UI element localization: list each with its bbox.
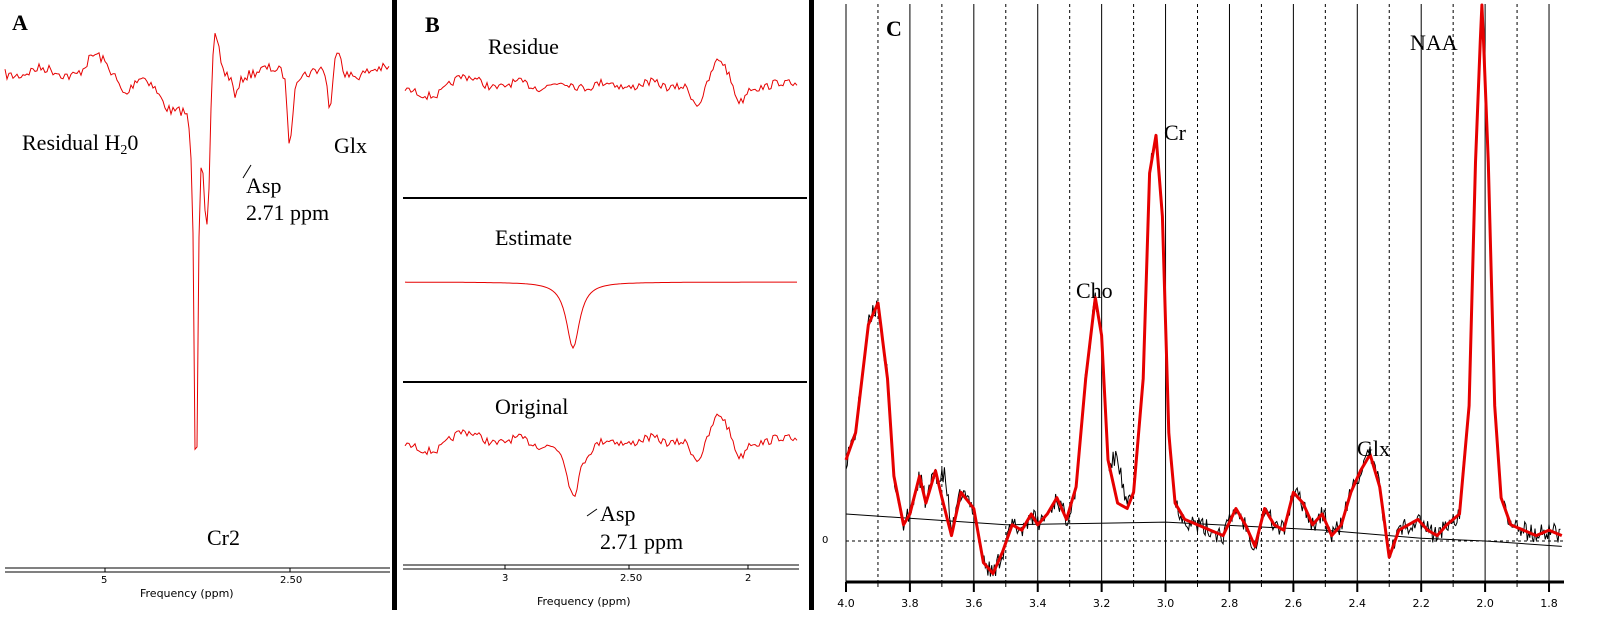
panel-a-plot: [4, 33, 390, 573]
panel-c: C NAA Cr Cho Glx 0 4.0 3.8 3.6 3.4 3.2 3.0 2.8…: [814, 0, 1597, 631]
glx-label-a: Glx: [334, 133, 367, 158]
panel-c-x-tick-label: 4.0: [837, 597, 855, 610]
cr-label: Cr: [1164, 120, 1186, 145]
panel-c-plot: [844, 3, 1564, 592]
panel-c-x-tick-label: 3.2: [1092, 597, 1111, 610]
residual-water-label: Residual H20: [22, 130, 139, 158]
naa-label: NAA: [1410, 30, 1458, 55]
asp-ppm-label-b: 2.71 ppm: [600, 529, 684, 554]
asp-label-b: Asp: [600, 501, 636, 526]
panel-c-fit-line: [844, 3, 1563, 575]
panel-c-x-tick-label: 2.2: [1412, 597, 1430, 610]
panel-c-x-tick-label: 3.8: [901, 597, 919, 610]
panel-a: A Residual H20 Asp 2.71 ppm Glx Cr2 5 2.…: [0, 0, 392, 631]
panel-a-tick-label-5: 5: [101, 575, 108, 586]
estimate-label: Estimate: [495, 225, 572, 250]
panel-a-xlabel: Frequency (ppm): [140, 587, 234, 600]
separator-bc: [809, 0, 814, 610]
panel-a-tick-label-250: 2.50: [280, 575, 303, 586]
panel-b-tick-label-2: 2: [745, 573, 752, 584]
panel-c-x-tick-label: 2.0: [1476, 597, 1494, 610]
panel-b-tick-label-250: 2.50: [620, 573, 643, 584]
glx-label-c: Glx: [1357, 436, 1390, 461]
panel-c-x-tick-label: 2.8: [1220, 597, 1239, 610]
panel-b: B Residue Estimate Original Asp 2.71 ppm…: [397, 0, 809, 631]
asp-ppm-label-a: 2.71 ppm: [246, 200, 330, 225]
panel-a-asp-pointer: [242, 164, 252, 179]
cho-label: Cho: [1076, 278, 1113, 303]
panel-c-letter: C: [886, 16, 902, 41]
panel-c-x-tick-label: 3.0: [1156, 597, 1175, 610]
original-label: Original: [495, 394, 569, 419]
panel-b-asp-pointer: [586, 508, 598, 517]
panel-c-x-tick-label: 1.8: [1540, 597, 1558, 610]
residue-label: Residue: [488, 34, 559, 59]
panel-b-estimate-line: [404, 281, 797, 350]
panel-c-grid: [845, 4, 1550, 582]
panel-c-x-tick-label: 2.4: [1348, 597, 1367, 610]
panel-b-xlabel: Frequency (ppm): [537, 595, 631, 608]
panel-b-tick-label-3: 3: [502, 573, 509, 584]
panel-b-original-line: [404, 413, 798, 498]
separator-ab: [392, 0, 397, 610]
panel-c-x-tick-label: 2.6: [1284, 597, 1303, 610]
panel-c-x-tick-label: 3.4: [1028, 597, 1047, 610]
panel-b-plot: [403, 58, 807, 570]
panel-c-baseline: [845, 513, 1562, 547]
panel-b-letter: B: [425, 12, 440, 37]
panel-c-zero-label: 0: [822, 535, 829, 546]
panel-b-residue-line: [404, 58, 798, 108]
asp-label-a: Asp: [246, 173, 282, 198]
panel-a-spectrum-line: [4, 33, 390, 451]
cr2-label: Cr2: [207, 525, 240, 550]
panel-c-x-tick-label: 3.6: [965, 597, 983, 610]
panel-a-letter: A: [12, 10, 28, 35]
